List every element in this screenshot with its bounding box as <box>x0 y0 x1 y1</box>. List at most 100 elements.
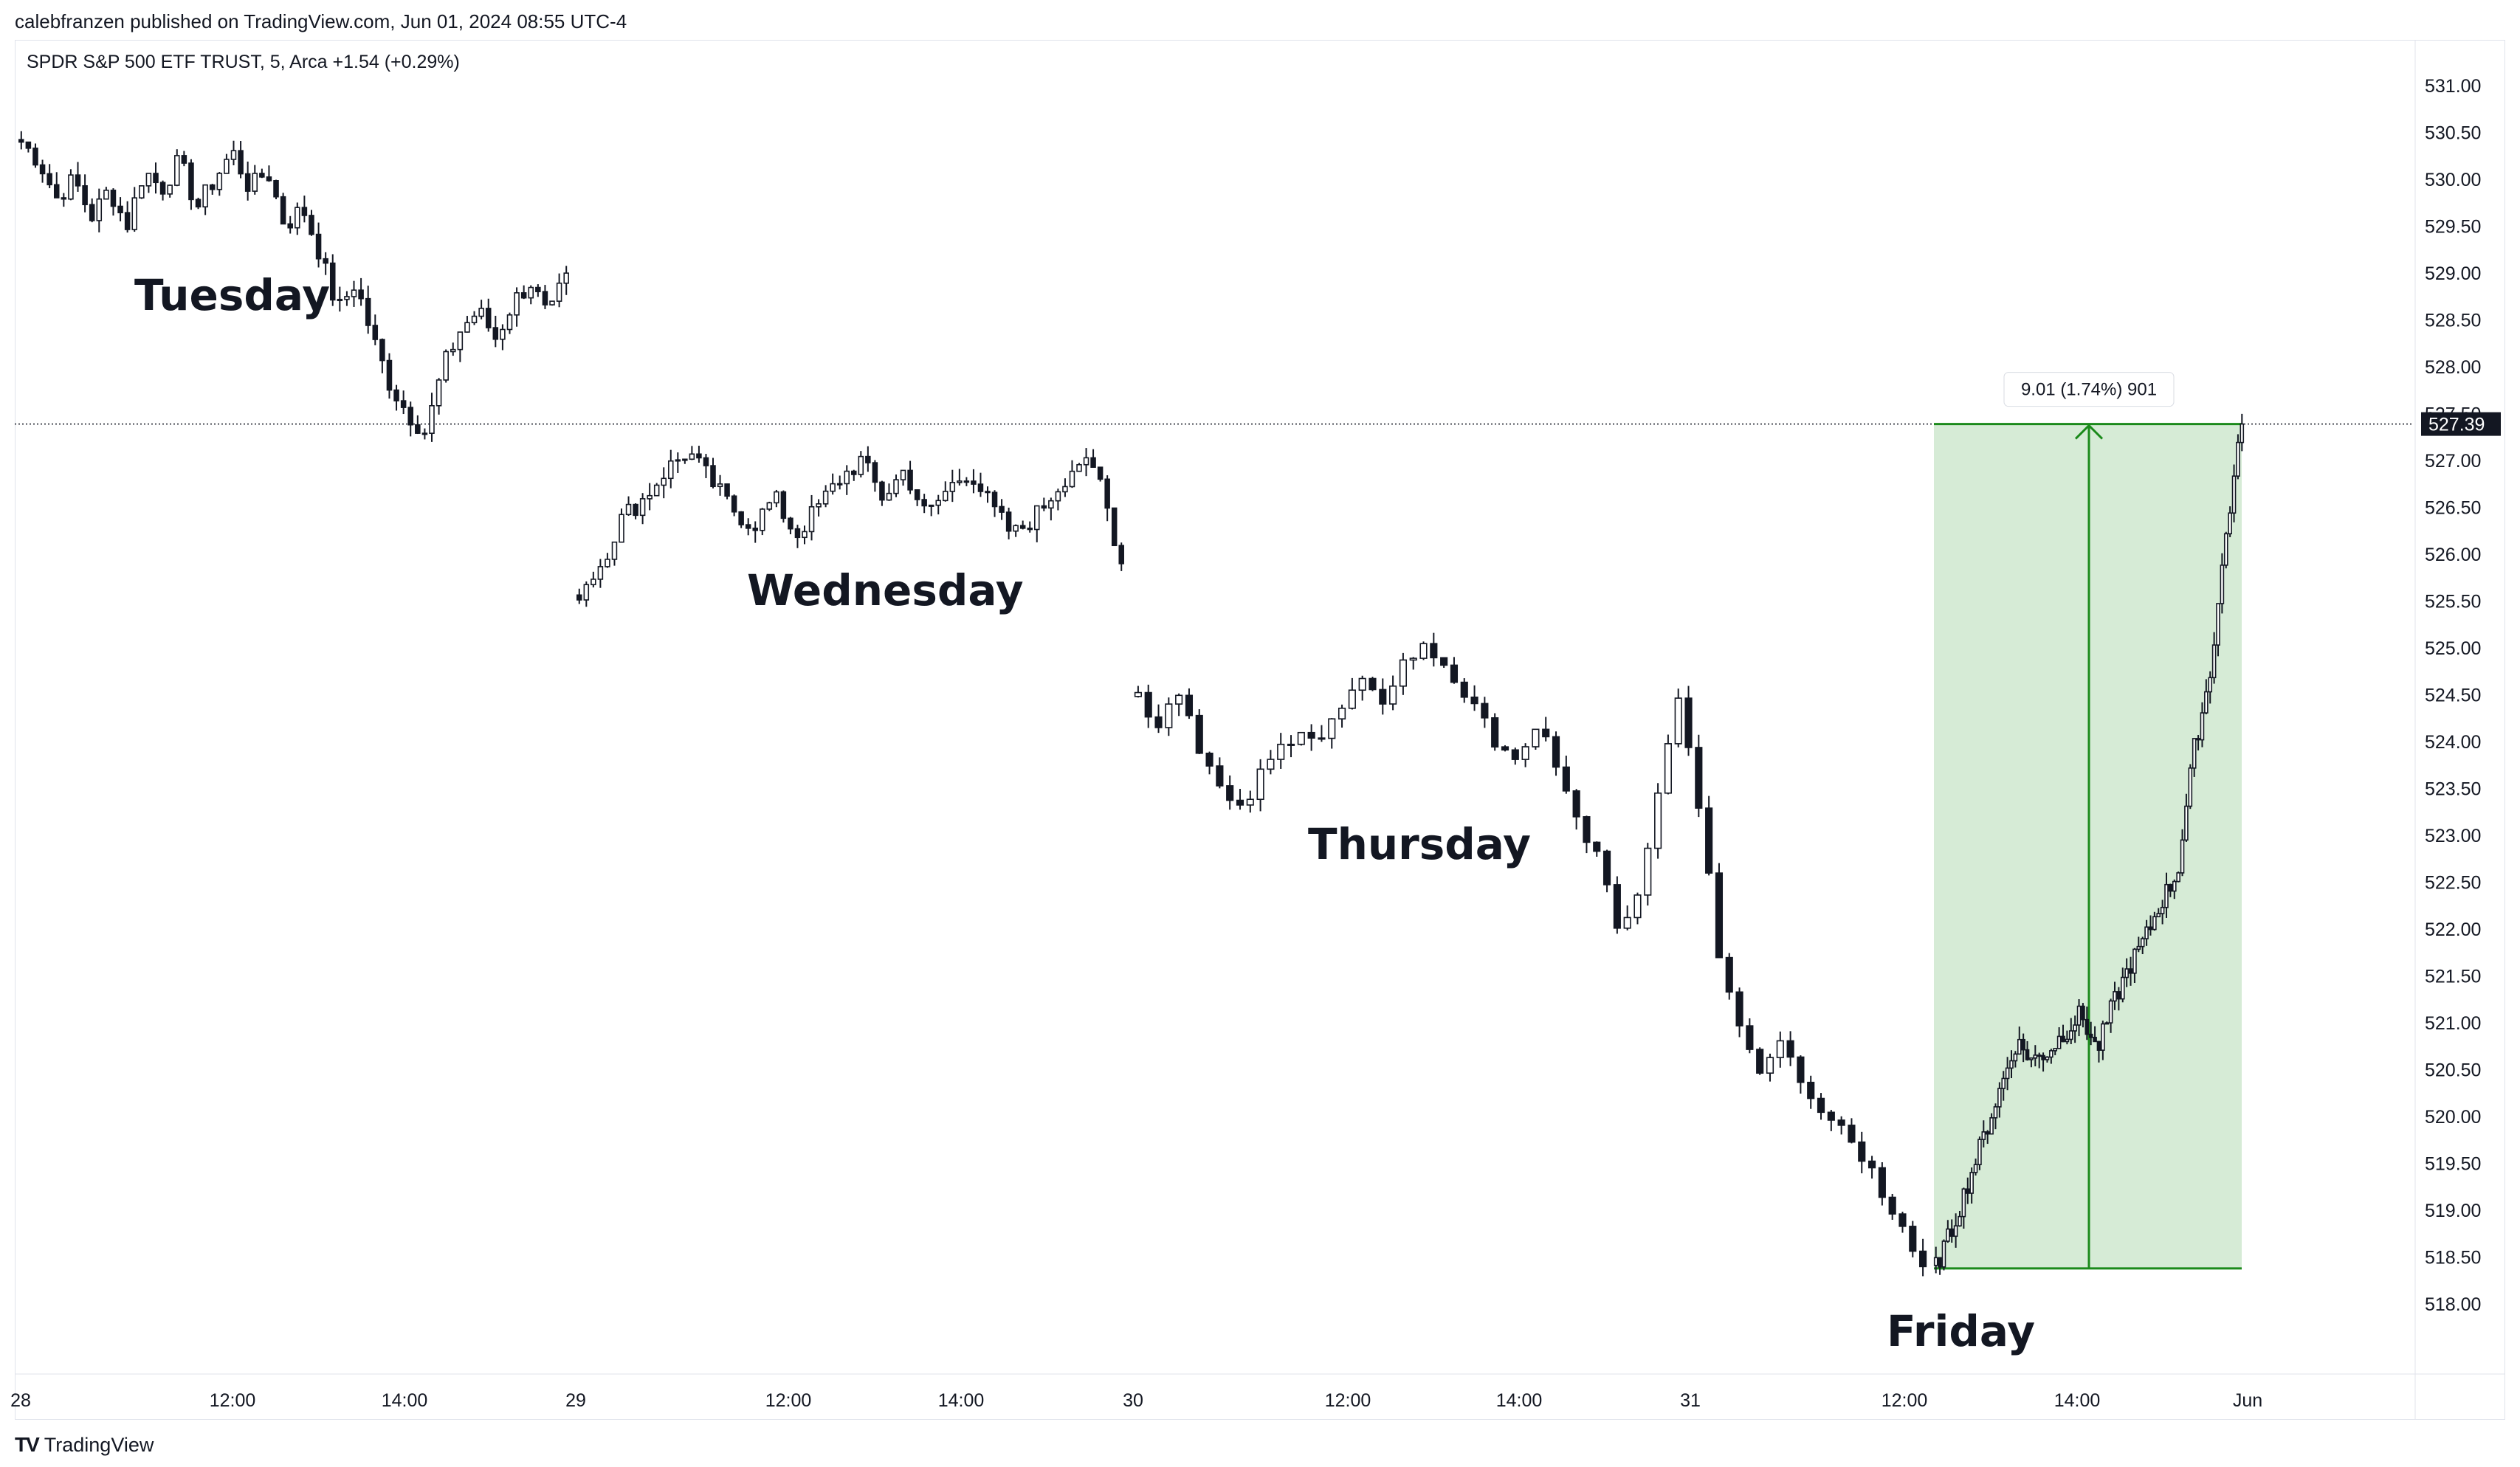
candle <box>1118 545 1124 565</box>
candle <box>2053 1048 2058 1052</box>
candle <box>407 407 414 426</box>
candle <box>1949 1228 1955 1238</box>
candle <box>266 176 272 182</box>
candle <box>131 197 138 230</box>
candle <box>1867 1160 1876 1169</box>
candle <box>879 481 885 501</box>
candle <box>1961 1188 1966 1218</box>
candle <box>506 314 513 331</box>
candle <box>2029 1057 2034 1060</box>
candle <box>1154 716 1163 728</box>
candle <box>315 233 322 260</box>
candle <box>301 207 308 216</box>
candle <box>1985 1131 1990 1135</box>
candle <box>991 491 998 508</box>
candle <box>1069 470 1075 488</box>
candle <box>89 204 95 221</box>
candle <box>2041 1054 2045 1060</box>
candle <box>1695 747 1703 809</box>
candle <box>1358 677 1366 691</box>
candle <box>457 331 464 351</box>
candle <box>1654 792 1662 849</box>
candle <box>563 272 569 284</box>
candle <box>2001 1077 2006 1089</box>
candle <box>1369 677 1377 691</box>
candle <box>1185 694 1194 717</box>
candle <box>1034 505 1040 531</box>
y-tick-label: 531.00 <box>2425 76 2481 97</box>
candle <box>181 155 187 164</box>
candle <box>647 494 653 500</box>
candle <box>329 262 336 301</box>
y-tick-label: 519.50 <box>2425 1154 2481 1175</box>
candle <box>295 207 300 229</box>
candle <box>421 432 428 435</box>
candle <box>2113 991 2117 1002</box>
candle <box>591 579 596 586</box>
candle <box>1430 643 1438 659</box>
candle <box>2056 1035 2062 1049</box>
x-tick-label: 14:00 <box>382 1390 428 1411</box>
candle <box>351 289 357 297</box>
candle <box>542 291 548 306</box>
candle <box>1938 1257 1942 1268</box>
candle <box>2084 1018 2090 1035</box>
candle <box>808 505 815 533</box>
candle <box>273 180 279 198</box>
candle <box>682 458 688 461</box>
day-label-wednesday: Wednesday <box>747 565 1024 615</box>
candle <box>280 196 286 225</box>
y-tick-label: 530.00 <box>2425 170 2481 190</box>
candle <box>1460 681 1468 698</box>
day-label-thursday: Thursday <box>1308 819 1531 869</box>
candle <box>1076 463 1082 472</box>
y-tick-label: 525.50 <box>2425 592 2481 612</box>
candle <box>816 503 822 508</box>
candle <box>1941 1240 1946 1268</box>
candle <box>1583 816 1591 843</box>
candle <box>337 298 343 302</box>
candle <box>766 502 773 510</box>
candle <box>675 459 681 462</box>
candle <box>1946 1228 1950 1242</box>
y-tick-label: 520.50 <box>2425 1060 2481 1081</box>
y-tick-label: 523.00 <box>2425 826 2481 846</box>
candle <box>1664 743 1672 794</box>
candle <box>2025 1049 2030 1060</box>
candle <box>2124 968 2129 978</box>
y-tick-label: 518.00 <box>2425 1294 2481 1315</box>
candle <box>471 315 478 324</box>
y-tick-label: 529.50 <box>2425 217 2481 238</box>
candle <box>2108 1000 2113 1024</box>
candle <box>1858 1141 1866 1162</box>
candle <box>478 308 484 317</box>
candle <box>514 292 520 316</box>
candle <box>886 492 892 501</box>
candle <box>1766 1057 1774 1074</box>
candle <box>1633 894 1642 919</box>
y-tick-label: 527.00 <box>2425 451 2481 472</box>
y-tick-label: 521.50 <box>2425 967 2481 987</box>
candle <box>696 453 702 459</box>
candle <box>1246 798 1254 806</box>
candle <box>443 351 449 381</box>
candle <box>957 480 963 483</box>
candle <box>1419 643 1428 659</box>
candle <box>1511 749 1519 760</box>
y-tick-label: 526.50 <box>2425 498 2481 519</box>
candle <box>844 470 850 485</box>
last-price-tag <box>2421 412 2501 436</box>
candle <box>520 292 527 299</box>
candle <box>82 185 88 206</box>
candle <box>963 480 970 483</box>
candle <box>710 465 716 488</box>
candle <box>323 258 328 264</box>
candle <box>2196 738 2200 741</box>
candle <box>943 491 949 502</box>
y-tick-label: 524.00 <box>2425 732 2481 753</box>
candle <box>2180 839 2185 874</box>
candle <box>619 514 624 543</box>
candle <box>159 182 166 195</box>
candle <box>971 480 977 485</box>
